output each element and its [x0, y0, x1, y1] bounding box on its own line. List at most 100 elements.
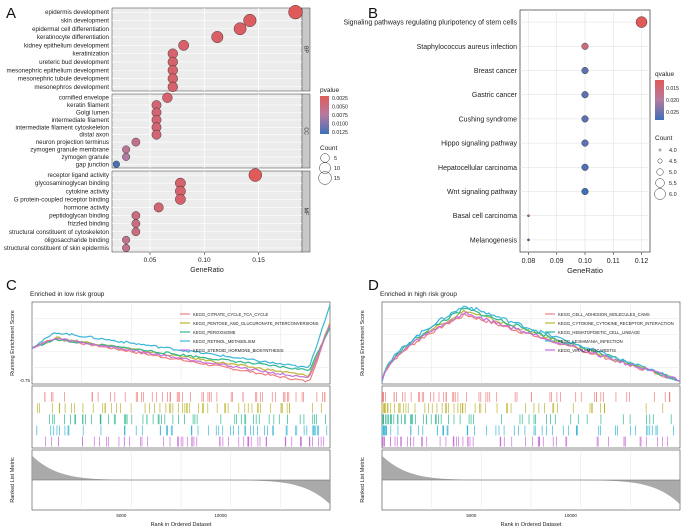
- size-legend-dot: [319, 162, 331, 174]
- term-label: cytokine activity: [66, 188, 110, 195]
- dot: [131, 137, 141, 147]
- size-legend-tick: 6.0: [669, 192, 677, 198]
- legend-label: KEGG_PEROXISOME: [193, 330, 236, 335]
- x-tick-label: 0.09: [550, 258, 564, 265]
- color-legend-tick: 0.0125: [332, 130, 348, 136]
- legend-label: KEGG_RETINOL_METABOLISM: [193, 339, 256, 344]
- panel-b-dotplot: Signaling pathways regulating pluripoten…: [343, 9, 679, 275]
- facet-panel: [111, 170, 303, 253]
- term-label: oligosaccharide binding: [44, 237, 109, 244]
- term-label: kidney epithelium development: [24, 42, 109, 49]
- dot: [131, 227, 141, 237]
- facet-strip: [301, 93, 311, 169]
- dot: [122, 235, 131, 244]
- term-label: zymogen granule membrane: [30, 147, 109, 154]
- size-legend-dot: [658, 148, 662, 152]
- dot: [233, 22, 247, 36]
- panel-d-gsea: Enriched in high risk group KEGG_CELL_ADH…: [360, 291, 681, 528]
- hits-frame: [31, 385, 331, 449]
- term-label: structural constituent of skin epidermis: [4, 245, 109, 252]
- size-legend-tick: 4.5: [669, 159, 677, 165]
- dot: [581, 163, 589, 171]
- es-curve: [381, 305, 681, 383]
- dot: [527, 214, 530, 217]
- es-y-title: Running Enrichment Score: [360, 310, 366, 376]
- dot: [248, 168, 262, 182]
- color-legend-bar: [655, 80, 664, 120]
- legend-label: KEGG_STEROID_HORMONE_BIOSYNTHESIS: [193, 348, 284, 353]
- term-label: mesonephros development: [34, 84, 109, 91]
- x-tick-label: 10000: [214, 513, 227, 518]
- dot: [581, 187, 589, 195]
- color-legend-tick: 0.015: [666, 86, 679, 92]
- size-legend-tick: 5.5: [669, 181, 677, 187]
- facet-label: MF: [303, 208, 309, 215]
- x-tick-label: 0.15: [252, 257, 265, 264]
- gsea-title: Enriched in high risk group: [380, 291, 457, 298]
- color-legend-tick: 0.0075: [332, 113, 348, 119]
- dot: [581, 139, 589, 147]
- panel-label-a: A: [6, 5, 16, 22]
- term-label: keratinocyte differentiation: [37, 34, 110, 41]
- term-label: gap junction: [76, 161, 110, 168]
- dot: [178, 40, 189, 51]
- facet-label: CC: [303, 127, 309, 135]
- facet-panel: [111, 7, 303, 92]
- term-label: Golgi lumen: [76, 110, 110, 117]
- term-label: glycosaminoglycan binding: [35, 180, 110, 187]
- size-legend-dot: [318, 171, 332, 185]
- gsea-title: Enriched in low risk group: [30, 291, 105, 298]
- dot: [122, 152, 131, 161]
- term-label: Staphylococcus aureus infection: [417, 44, 517, 51]
- facet-label: BP: [303, 46, 309, 53]
- dot: [635, 16, 648, 28]
- x-tick-label: 0.08: [522, 258, 536, 265]
- x-tick-label: 0.05: [144, 257, 157, 264]
- facet-panel: [111, 93, 303, 169]
- term-label: mesonephric tubule development: [18, 76, 109, 83]
- metric-y-title: Ranked List Metric: [10, 457, 16, 503]
- panel-c-gsea: Enriched in low risk group KEGG_CITRATE_C…: [10, 291, 331, 528]
- x-axis-title: GeneRatio: [567, 266, 603, 275]
- panel-label-c: C: [6, 277, 17, 294]
- facet-strip: [301, 7, 311, 92]
- dot: [131, 211, 141, 220]
- color-legend-title: pvalue: [320, 87, 340, 94]
- x-axis-title: GeneRatio: [190, 267, 224, 274]
- es-curve: [31, 324, 331, 379]
- term-label: skin development: [61, 17, 109, 24]
- x-tick-label: 0.10: [578, 258, 592, 265]
- dot: [211, 31, 224, 43]
- color-legend-tick: 0.0025: [332, 96, 348, 102]
- size-legend-dot: [657, 158, 663, 164]
- term-label: epidermal cell differentiation: [32, 26, 109, 33]
- term-label: G protein-coupled receptor binding: [14, 196, 110, 203]
- dot: [151, 129, 162, 140]
- size-legend-tick: 15: [334, 176, 340, 182]
- term-label: receptor ligand activity: [47, 172, 109, 179]
- term-label: Signaling pathways regulating pluripoten…: [343, 20, 517, 27]
- size-legend-dot: [320, 153, 330, 163]
- term-label: epidermis development: [45, 9, 109, 16]
- size-legend-tick: 5: [334, 156, 337, 162]
- dot: [581, 91, 589, 99]
- term-label: Wnt signaling pathway: [447, 189, 518, 196]
- term-label: Hepatocellular carcinoma: [438, 165, 517, 172]
- legend-label: KEGG_PENTOSE_AND_GLUCURONATE_INTERCONVER…: [193, 321, 319, 326]
- dot: [527, 238, 530, 242]
- dot: [581, 66, 589, 74]
- color-legend-tick: 0.0100: [332, 122, 348, 128]
- panel-label-d: D: [368, 277, 379, 294]
- term-label: peptidoglycan binding: [49, 213, 109, 220]
- term-label: intermediate filament cytoskeleton: [15, 124, 109, 131]
- x-tick-label: 10000: [564, 513, 577, 518]
- term-label: Breast cancer: [474, 68, 518, 75]
- es-y-title: Running Enrichment Score: [10, 310, 16, 376]
- size-legend-dot: [655, 178, 665, 188]
- term-label: keratinization: [73, 51, 110, 58]
- x-tick-label: 5000: [466, 513, 477, 518]
- term-label: cornified envelope: [59, 95, 110, 102]
- legend-label: KEGG_VIRAL_MYOCARDITIS: [558, 348, 616, 353]
